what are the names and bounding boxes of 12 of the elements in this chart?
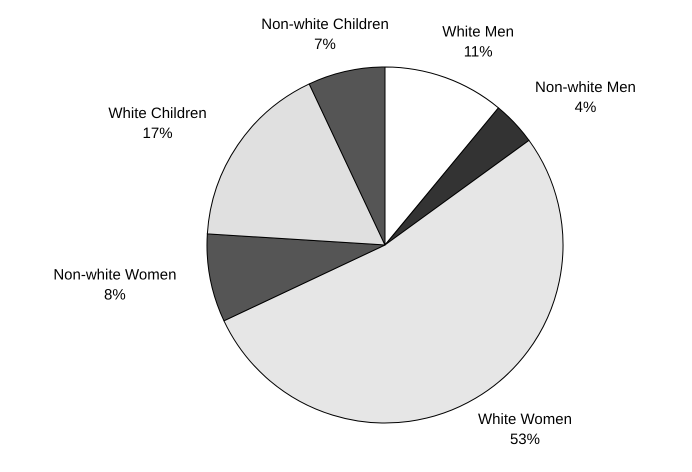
slice-label: Non-white Children [261, 16, 389, 34]
slice-label: White Women [478, 411, 572, 428]
data-label: 4% [574, 98, 596, 116]
data-label: 7% [314, 36, 336, 54]
slice-label: Non-white Men [535, 78, 636, 96]
data-label: 53% [510, 431, 540, 448]
data-label: 8% [104, 286, 126, 304]
data-label: 11% [464, 44, 493, 61]
data-label: 17% [142, 125, 173, 142]
slice-label: White Children [108, 105, 207, 122]
slice-label: White Men [442, 24, 514, 41]
slice-label: Non-white Women [53, 266, 176, 284]
